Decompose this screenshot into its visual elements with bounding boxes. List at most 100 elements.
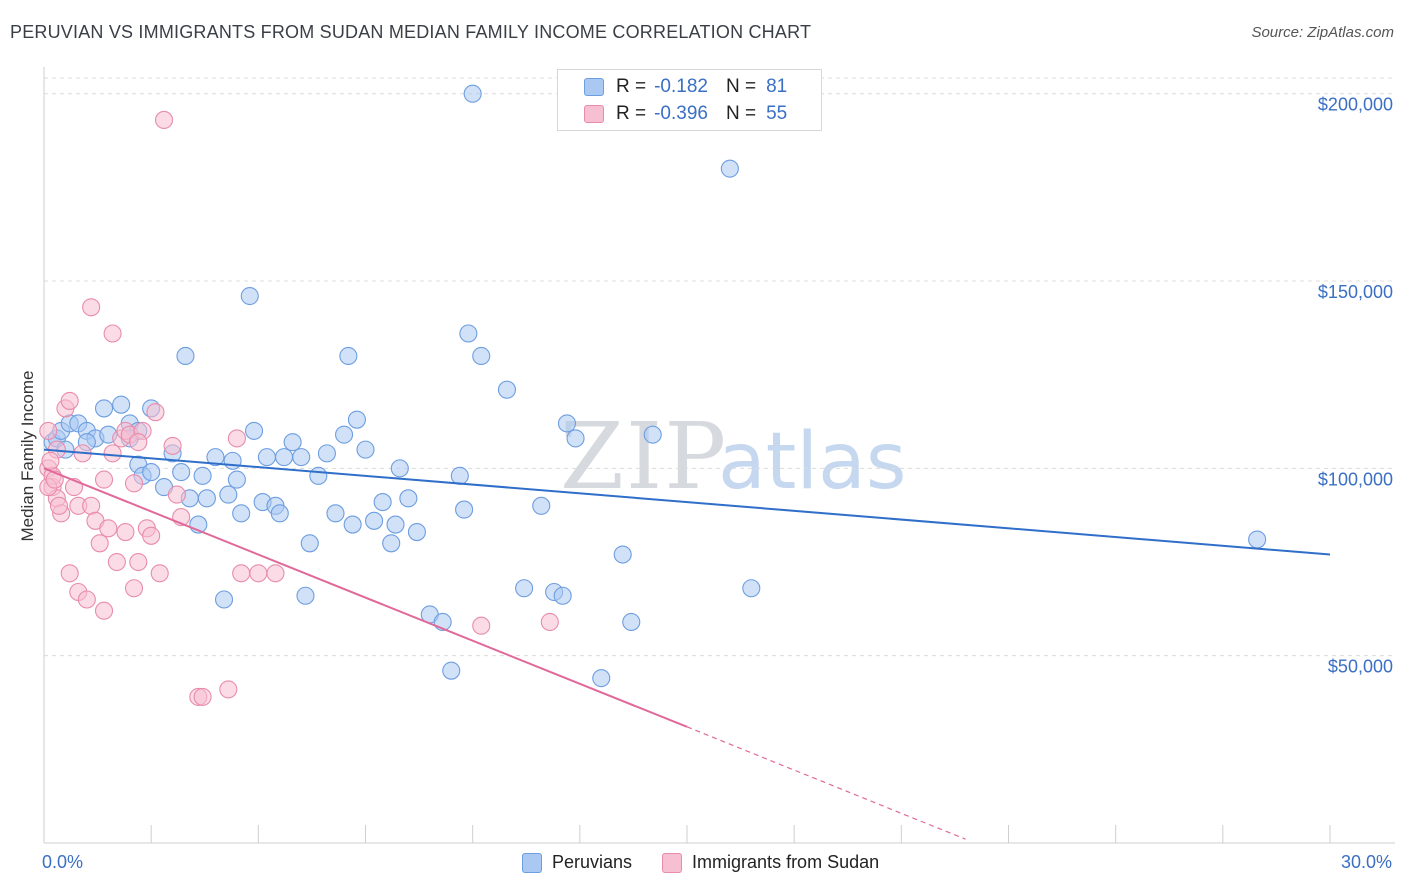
data-point-sudan xyxy=(116,523,135,542)
data-point-peruvians xyxy=(142,463,161,482)
trend-line-sudan xyxy=(43,467,688,728)
source-credit: Source: ZipAtlas.com xyxy=(1251,24,1394,41)
legend-label-peruvians: Peruvians xyxy=(552,852,633,872)
data-point-peruvians xyxy=(373,493,392,512)
x-tick-max: 30.0% xyxy=(1340,852,1392,872)
data-point-peruvians xyxy=(296,586,315,605)
legend-r-value: -0.182 xyxy=(654,76,708,97)
data-point-peruvians xyxy=(343,515,362,534)
data-point-peruvians xyxy=(275,448,294,467)
data-point-sudan xyxy=(232,564,251,583)
x-tick-min: 0.0% xyxy=(42,852,84,872)
data-point-peruvians xyxy=(270,504,289,523)
data-point-sudan xyxy=(39,421,58,440)
data-point-peruvians xyxy=(382,534,401,553)
series-legend: Peruvians Immigrants from Sudan xyxy=(522,852,909,873)
data-point-sudan xyxy=(124,474,144,493)
data-point-peruvians xyxy=(643,425,662,444)
data-point-peruvians xyxy=(557,414,577,433)
data-point-peruvians xyxy=(442,661,461,680)
stats-legend: R = -0.182 N = 81 R = -0.396 N = 55 xyxy=(557,69,822,131)
legend-label-sudan: Immigrants from Sudan xyxy=(692,852,880,872)
data-point-peruvians xyxy=(292,448,311,467)
data-point-sudan xyxy=(540,612,559,632)
data-point-sudan xyxy=(99,519,118,538)
data-point-sudan xyxy=(227,429,246,448)
legend-item-sudan[interactable]: Immigrants from Sudan xyxy=(662,852,879,873)
data-point-peruvians xyxy=(94,399,114,418)
data-point-sudan xyxy=(77,590,96,609)
data-point-peruvians xyxy=(244,421,264,440)
data-point-peruvians xyxy=(386,515,405,534)
data-point-peruvians xyxy=(1248,530,1267,549)
data-point-peruvians xyxy=(283,433,302,452)
data-point-peruvians xyxy=(497,380,517,399)
data-point-peruvians xyxy=(399,489,418,508)
data-point-peruvians xyxy=(720,159,739,178)
data-point-peruvians xyxy=(309,466,328,485)
y-tick-label: $100,000 xyxy=(1318,469,1393,489)
data-point-peruvians xyxy=(390,459,409,478)
data-point-peruvians xyxy=(193,466,212,485)
data-point-peruvians xyxy=(472,346,491,366)
data-point-peruvians xyxy=(232,504,251,523)
data-point-peruvians xyxy=(742,579,761,598)
chart-title: PERUVIAN VS IMMIGRANTS FROM SUDAN MEDIAN… xyxy=(10,22,812,42)
data-point-peruvians xyxy=(206,448,225,467)
data-point-sudan xyxy=(472,616,491,635)
legend-n-value: 81 xyxy=(766,76,788,97)
trend-line-extension-sudan xyxy=(686,726,966,840)
data-point-peruvians xyxy=(455,500,474,519)
data-point-peruvians xyxy=(566,429,585,448)
data-point-sudan xyxy=(90,534,109,553)
data-point-sudan xyxy=(41,451,60,470)
y-tick-label: $200,000 xyxy=(1318,95,1393,115)
data-point-sudan xyxy=(49,496,69,515)
data-point-sudan xyxy=(103,324,122,343)
legend-r-label: R = xyxy=(616,76,647,97)
data-point-peruvians xyxy=(172,463,191,482)
data-point-sudan xyxy=(249,564,268,583)
legend-n-label: N = xyxy=(725,76,757,97)
data-point-sudan xyxy=(129,552,148,572)
legend-row-sudan: R = -0.396 N = 55 xyxy=(584,102,787,126)
data-point-peruvians xyxy=(365,511,384,530)
data-point-peruvians xyxy=(450,466,469,485)
data-point-sudan xyxy=(163,436,182,455)
legend-swatch-peruvians xyxy=(584,78,604,96)
legend-swatch-sudan xyxy=(662,852,683,873)
legend-n-label: N = xyxy=(725,103,757,124)
data-point-sudan xyxy=(129,433,148,452)
y-tick-label: $50,000 xyxy=(1328,657,1393,677)
data-point-sudan xyxy=(124,579,144,598)
data-point-peruvians xyxy=(459,324,478,343)
data-point-sudan xyxy=(107,552,126,572)
legend-row-peruvians: R = -0.182 N = 81 xyxy=(584,75,787,99)
data-point-peruvians xyxy=(300,534,319,553)
data-point-peruvians xyxy=(176,346,195,366)
data-point-peruvians xyxy=(317,444,336,463)
data-point-peruvians xyxy=(339,346,358,366)
data-point-peruvians xyxy=(407,523,426,542)
watermark-zip: ZIP xyxy=(560,403,728,510)
legend-swatch-peruvians xyxy=(522,852,542,873)
data-point-sudan xyxy=(94,601,114,620)
data-point-sudan xyxy=(82,298,101,317)
data-point-peruvians xyxy=(553,586,572,605)
data-point-peruvians xyxy=(532,496,551,515)
data-point-peruvians xyxy=(214,590,234,609)
y-tick-label: $150,000 xyxy=(1318,282,1393,302)
data-point-peruvians xyxy=(622,612,641,632)
data-point-sudan xyxy=(94,470,114,489)
watermark-atlas: atlas xyxy=(718,417,907,507)
legend-n-value: 55 xyxy=(766,103,788,124)
data-point-sudan xyxy=(142,526,161,545)
data-point-sudan xyxy=(150,564,169,583)
legend-r-value: -0.396 xyxy=(654,103,708,124)
data-point-peruvians xyxy=(112,395,131,414)
legend-item-peruvians[interactable]: Peruvians xyxy=(522,852,632,873)
data-point-sudan xyxy=(219,680,238,699)
legend-swatch-sudan xyxy=(584,105,604,123)
data-point-sudan xyxy=(266,564,285,583)
